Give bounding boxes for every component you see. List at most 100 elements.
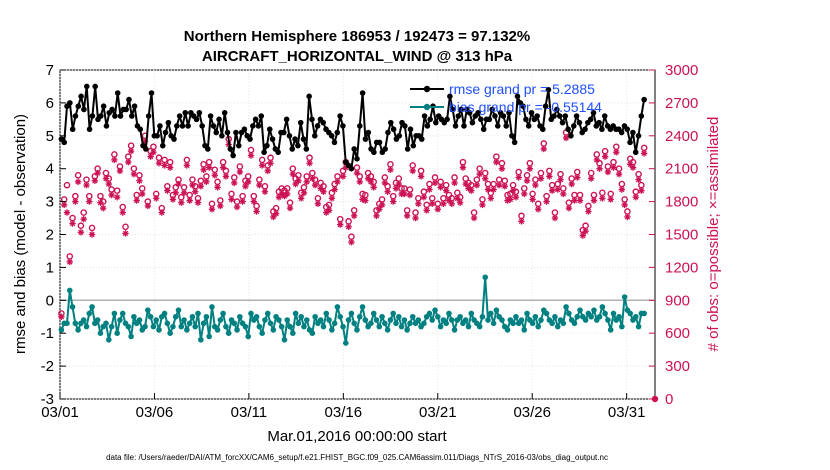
- right-tick-label: 300: [665, 358, 690, 375]
- biasSeries-marker: [421, 320, 427, 327]
- obs-assimilated-marker: [94, 169, 101, 177]
- rmseSeries-marker: [554, 106, 560, 113]
- biasSeries-marker: [387, 317, 394, 323]
- x-tick-label: 03/31: [608, 404, 646, 421]
- obs-assimilated-marker: [334, 178, 341, 186]
- biasSeries-marker: [521, 327, 528, 333]
- rmseSeries-marker: [199, 123, 205, 129]
- biasSeries-marker: [619, 323, 625, 330]
- obs-assimilated-marker: [197, 183, 205, 190]
- rmseSeries-marker: [565, 126, 571, 133]
- biasSeries-marker: [142, 323, 148, 330]
- biasSeries-marker: [395, 313, 402, 320]
- right-tick-label: 900: [665, 292, 690, 309]
- biasSeries-marker: [409, 313, 416, 320]
- obs-assimilated-marker: [635, 176, 642, 183]
- legend: rmse grand pr = 5.2885 bias grand pr = -…: [410, 81, 602, 115]
- biasSeries-marker: [72, 320, 79, 327]
- rmseSeries-marker: [385, 129, 391, 136]
- obs-assimilated-marker: [562, 134, 570, 142]
- left-tick-label: 5: [46, 128, 54, 145]
- left-tick-label: 1: [46, 259, 54, 276]
- obs-assimilated-marker: [560, 190, 567, 198]
- obs-assimilated-marker: [150, 149, 157, 156]
- obs-assimilated-marker: [582, 228, 589, 235]
- biasSeries-marker: [482, 274, 489, 281]
- rmseSeries-marker: [362, 136, 369, 142]
- legend-rmse-marker: [423, 85, 431, 93]
- obs-assimilated-marker: [289, 170, 297, 178]
- rmseSeries-marker: [407, 126, 414, 133]
- obs-assimilated-marker: [253, 208, 260, 215]
- rmseSeries-marker: [587, 116, 594, 123]
- biasSeries-marker: [641, 310, 647, 317]
- biasSeries-marker: [58, 327, 65, 333]
- rmseSeries-marker: [635, 133, 642, 139]
- rmseSeries-marker: [210, 123, 217, 129]
- obs-assimilated-marker: [412, 214, 419, 222]
- biasSeries-marker: [446, 310, 452, 317]
- obs-assimilated-marker: [381, 179, 389, 187]
- left-tick-label: -1: [41, 325, 54, 342]
- obs-assimilated-marker: [155, 160, 163, 167]
- rmseSeries-marker: [297, 119, 304, 126]
- biasSeries-marker: [334, 304, 341, 310]
- x-axis-label: Mar.01,2016 00:00:00 start: [267, 428, 447, 445]
- rmseSeries-marker: [241, 126, 248, 133]
- obs-possible-marker: [63, 181, 71, 189]
- biasSeries-marker: [156, 327, 162, 333]
- rmseSeries-marker: [455, 113, 462, 119]
- left-axis-ticks: -3 -2 -1 0 1 2 3 4 5 6 7: [41, 62, 66, 408]
- rmseSeries-marker: [328, 133, 335, 139]
- biasSeries-marker: [340, 323, 346, 330]
- right-tick-label: 1200: [665, 259, 698, 276]
- right-tick-label: 0: [665, 391, 673, 408]
- biasSeries-marker: [462, 317, 469, 323]
- obs-assimilated-marker: [144, 202, 152, 210]
- rmseSeries-marker: [630, 129, 636, 136]
- obs-assimilated-marker: [108, 191, 115, 199]
- biasSeries-marker: [354, 327, 360, 333]
- biasSeries-marker: [488, 310, 494, 317]
- biasSeries-marker: [181, 317, 187, 323]
- biasSeries-marker: [206, 333, 212, 340]
- rmseSeries-marker: [376, 139, 383, 146]
- obs-assimilated-marker: [613, 149, 620, 156]
- obs-assimilated-marker: [482, 175, 489, 182]
- biasSeries-marker: [292, 310, 299, 317]
- obs-assimilated-marker: [267, 160, 274, 167]
- rmseSeries-marker: [337, 113, 343, 119]
- obs-assimilated-marker: [557, 176, 564, 183]
- rmseSeries-marker: [100, 103, 107, 109]
- obs-assimilated-marker: [200, 166, 207, 173]
- rmseSeries-marker: [266, 126, 273, 133]
- rmseSeries-marker: [204, 146, 211, 152]
- biasSeries-marker: [114, 330, 120, 337]
- left-tick-label: 2: [46, 227, 54, 244]
- obs-assimilated-marker: [80, 215, 87, 223]
- obs-assimilated-marker: [69, 220, 76, 227]
- rmseSeries-marker: [309, 116, 315, 123]
- chart-title-line-1: Northern Hemisphere 186953 / 192473 = 97…: [184, 28, 530, 45]
- obs-assimilated-marker: [532, 181, 539, 189]
- obs-assimilated-marker: [97, 199, 104, 206]
- biasSeries-marker: [125, 323, 132, 330]
- biasSeries-marker: [632, 313, 639, 320]
- obs-assimilated-marker: [434, 206, 442, 213]
- obs-assimilated-marker: [459, 164, 467, 171]
- rmseSeries-marker: [475, 109, 481, 116]
- biasSeries-marker: [189, 313, 196, 320]
- biasSeries-marker: [635, 323, 642, 330]
- rmseSeries-marker: [632, 149, 639, 156]
- x-tick-label: 03/06: [136, 404, 174, 421]
- biasSeries-marker: [80, 317, 87, 323]
- rmseSeries-marker: [478, 116, 484, 123]
- biasSeries-marker: [384, 327, 391, 333]
- rmseSeries-marker: [145, 113, 152, 119]
- biasSeries-marker: [312, 313, 318, 320]
- biasSeries-marker: [223, 323, 229, 330]
- biasSeries-marker: [326, 317, 332, 323]
- rmseSeries-marker: [396, 133, 403, 139]
- right-tick-label: 3000: [665, 62, 698, 79]
- obs-assimilated-marker: [178, 199, 185, 206]
